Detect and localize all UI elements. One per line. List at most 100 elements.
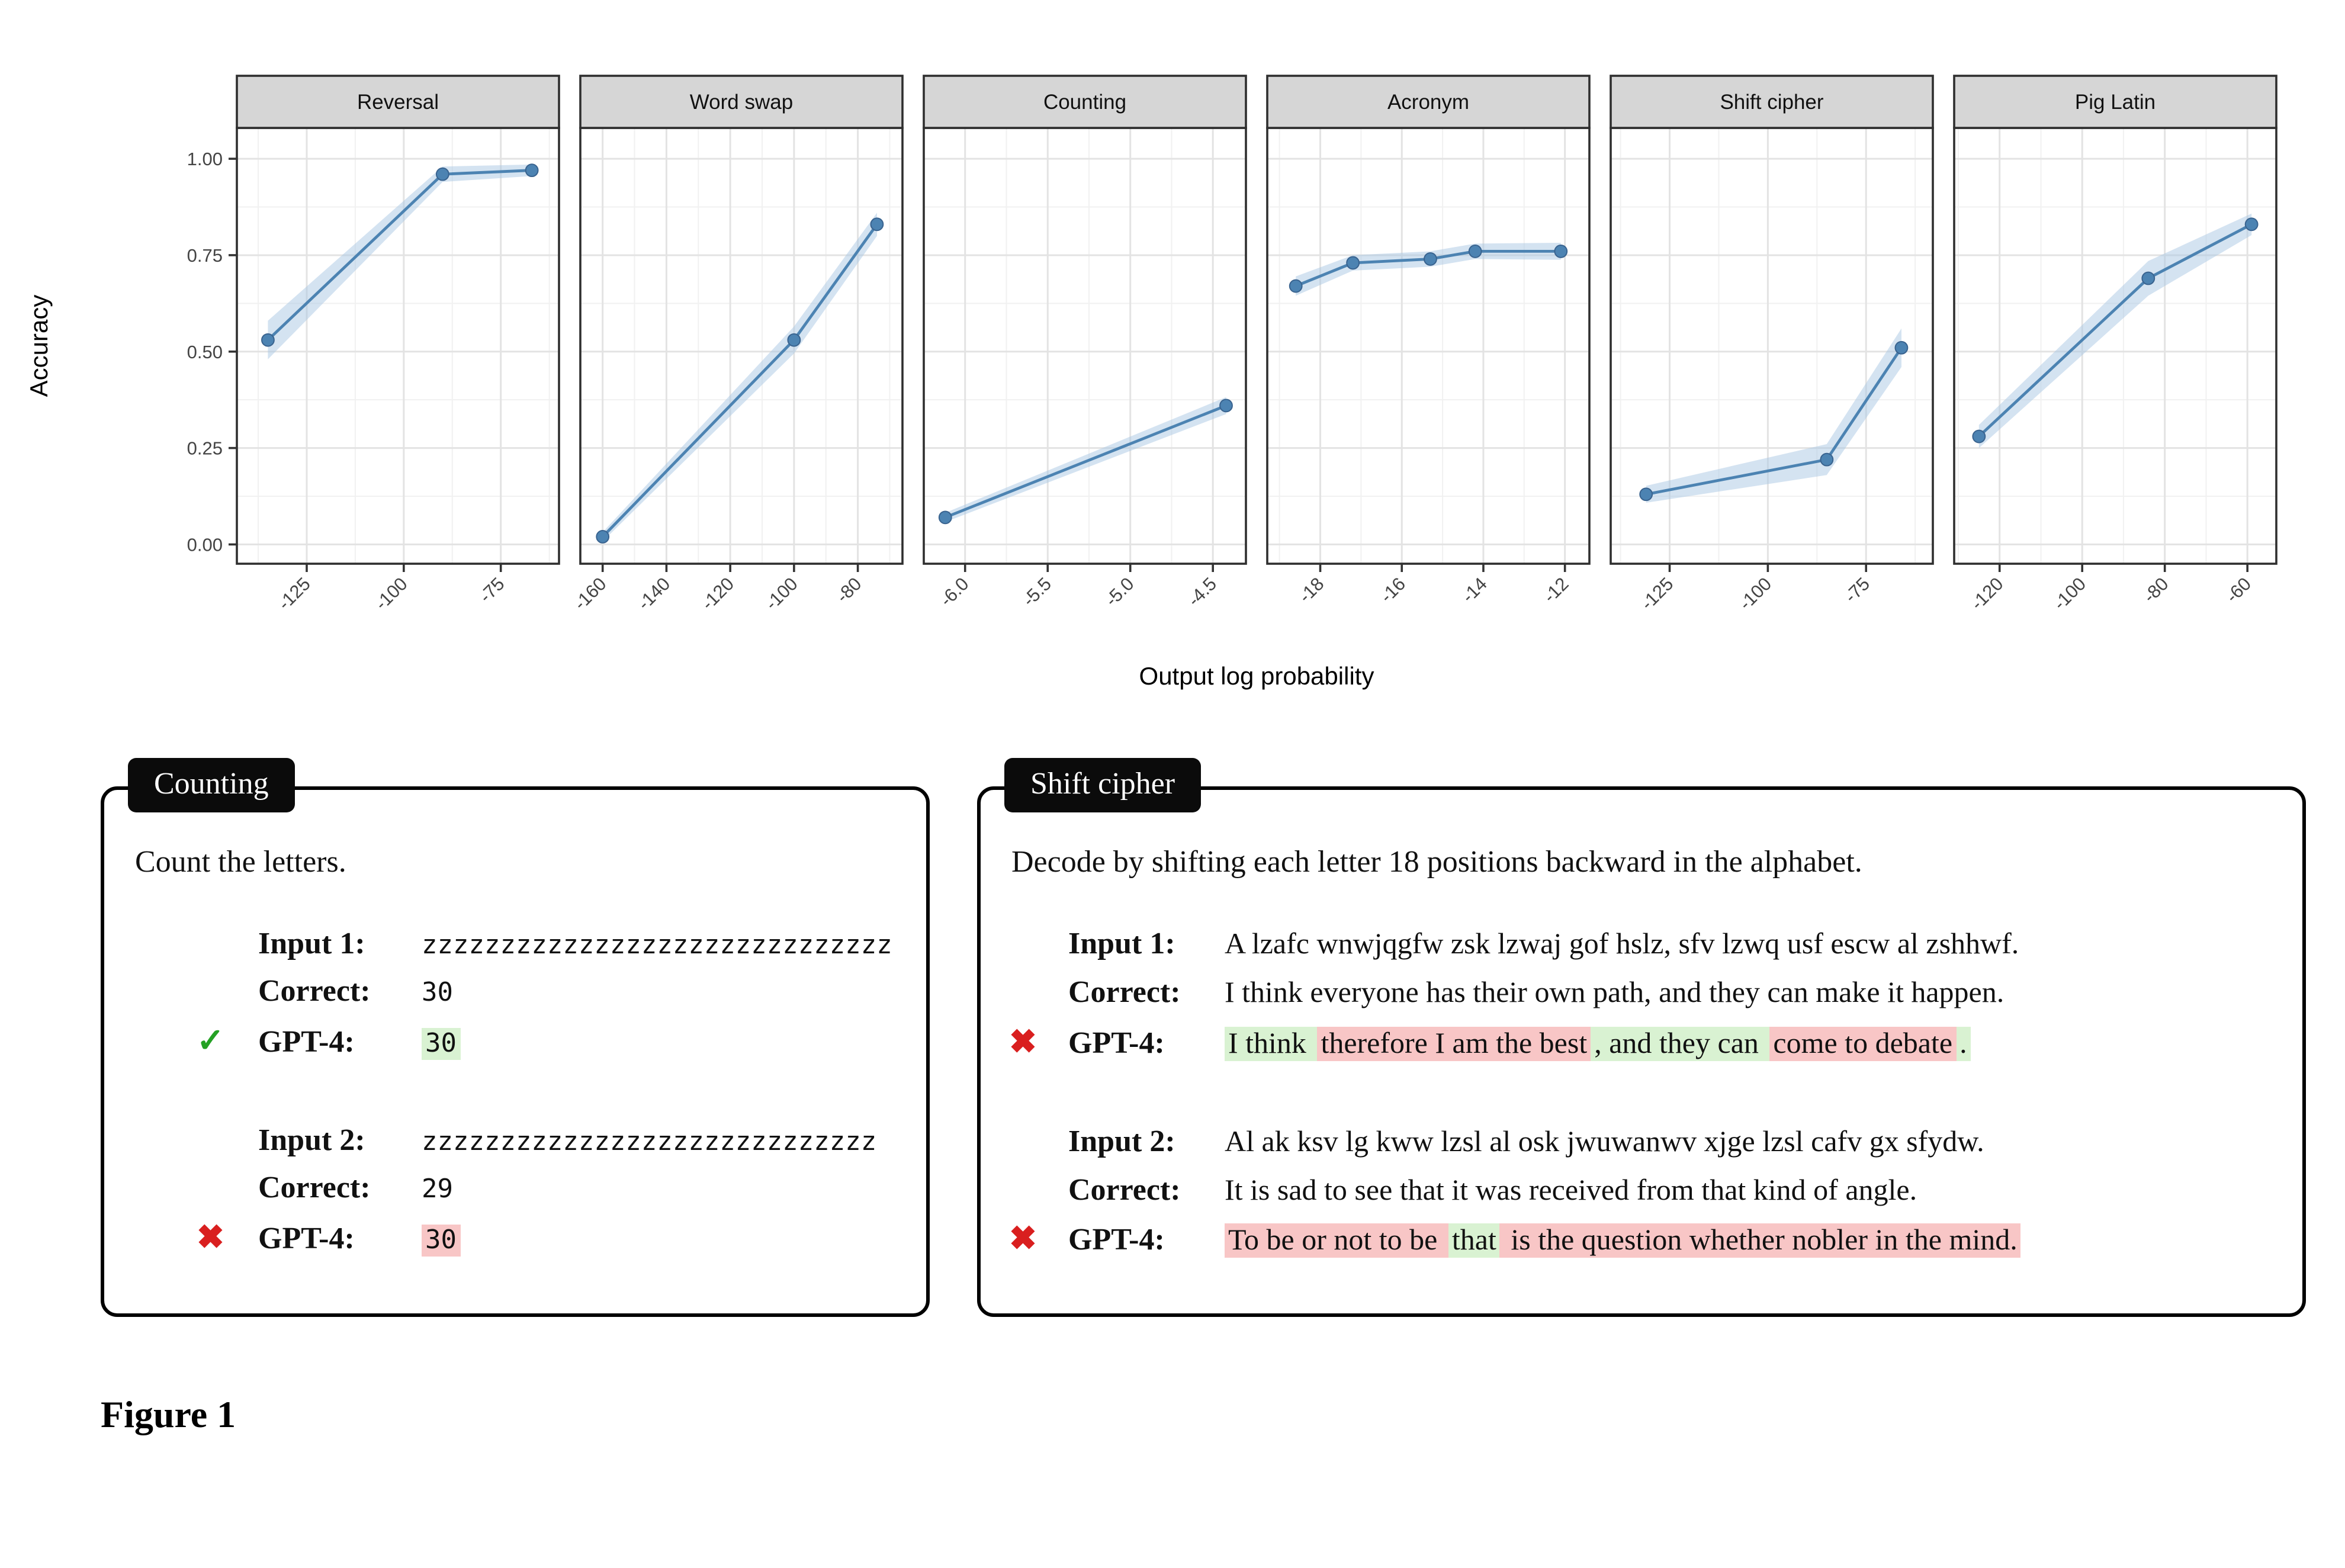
facet-strip [1953, 75, 2277, 129]
example-block: Input 2: zzzzzzzzzzzzzzzzzzzzzzzzzzzzz Cor… [197, 1117, 900, 1264]
row-value: To be or not to be that is the question … [1225, 1219, 2276, 1265]
confidence-ribbon [602, 213, 877, 542]
row-label: GPT-4: [1068, 1025, 1165, 1059]
x-tick-label: -18 [1294, 573, 1328, 606]
trend-line [945, 404, 1227, 519]
row-label: GPT-4: [258, 1024, 355, 1059]
row-value: It is sad to see that it was received fr… [1225, 1168, 2276, 1214]
x-tick-label: -12 [1539, 573, 1572, 606]
example-block: Input 1: A lzafc wnwjqgfw zsk lzwaj gof h… [1009, 920, 2276, 1068]
row-value: zzzzzzzzzzzzzzzzzzzzzzzzzzzzzz [422, 920, 900, 968]
x-axis-title: Output log probability [1139, 662, 1374, 690]
example-card-counting: Counting Count the letters. Input 1: zzzzzz… [101, 758, 930, 1317]
example-card-shift-cipher: Shift cipher Decode by shifting each lett… [977, 758, 2306, 1317]
text-segment: that [1448, 1223, 1500, 1258]
facet-title: Reversal [357, 91, 439, 114]
incorrect-mark-icon: ✖ [197, 1219, 224, 1257]
x-tick-label: -14 [1457, 573, 1490, 606]
row-label: Input 1: [258, 926, 365, 960]
text-segment: 30 [422, 978, 453, 1008]
x-tick-label: -140 [634, 573, 674, 614]
row-label: Input 2: [1068, 1123, 1175, 1158]
text-segment: 30 [422, 1027, 460, 1060]
incorrect-mark-icon: ✖ [1009, 1024, 1037, 1061]
example-tab-counting: Counting [128, 758, 295, 812]
data-point [2244, 217, 2259, 232]
x-tick-label: -125 [274, 573, 314, 614]
example-row: Correct: It is sad to see that it was rec… [1009, 1166, 2276, 1214]
example-row: Input 1: A lzafc wnwjqgfw zsk lzwaj gof h… [1009, 920, 2276, 969]
facet-shift-cipher: Shift cipher -125 -100 -75 [1610, 75, 1934, 614]
row-value: I think everyone has their own path, and… [1225, 971, 2276, 1017]
data-point [1468, 245, 1482, 258]
y-tick-label: 0.25 [187, 438, 223, 459]
row-label: Correct: [258, 1170, 371, 1205]
text-segment: zzzzzzzzzzzzzzzzzzzzzzzzzzzzz [422, 1127, 877, 1157]
example-row: Correct: 30 [197, 968, 900, 1016]
facet-reversal: Reversal -125 -100 -75 0.00 0.25 0.50 0.75 1.00 [187, 75, 560, 614]
facet-title: Acronym [1387, 91, 1469, 114]
facet-title: Word swap [690, 91, 793, 114]
text-segment: It is sad to see that it was received fr… [1225, 1174, 1917, 1207]
facet-strip [236, 75, 560, 129]
data-point [435, 167, 449, 181]
row-label: Input 1: [1068, 926, 1175, 960]
figure-caption: Figure 1 [101, 1393, 236, 1435]
figure-1-page: Reversal -125 -100 -75 0.00 0.25 0.50 0.75 1.00 W… [25, 75, 2306, 1435]
text-segment: I think everyone has their own path, and… [1225, 976, 2005, 1009]
row-value: 30 [422, 1214, 900, 1262]
example-row: ✖ GPT-4: To be or not to be that is the qu… [1009, 1214, 2276, 1266]
data-point [525, 163, 539, 178]
text-segment: I think [1225, 1026, 1318, 1061]
task-instruction: Count the letters. [135, 844, 346, 879]
example-row: Input 2: Al ak ksv lg kww lzsl al osk jwu… [1009, 1118, 2276, 1167]
x-tick-label: -120 [1967, 573, 2007, 614]
example-block: Input 2: Al ak ksv lg kww lzsl al osk jwu… [1009, 1118, 2276, 1266]
data-point [1894, 340, 1909, 355]
example-row: ✖ GPT-4: I think therefore I am the best, … [1009, 1017, 2276, 1068]
panel-background [924, 128, 1246, 564]
text-segment: , and they can [1591, 1026, 1770, 1061]
confidence-ribbon [1978, 213, 2252, 448]
data-point [596, 530, 610, 544]
y-tick-label: 0.50 [187, 342, 223, 362]
row-label: Correct: [1068, 1172, 1181, 1207]
x-tick-label: -80 [832, 573, 865, 606]
data-point [787, 333, 801, 347]
data-point [2141, 271, 2156, 285]
row-value: A lzafc wnwjqgfw zsk lzwaj gof hslz, sfv… [1225, 923, 2276, 969]
incorrect-mark-icon: ✖ [1009, 1221, 1037, 1258]
x-tick-label: -120 [697, 573, 738, 614]
row-value: 29 [422, 1165, 900, 1213]
text-segment: To be or not to be [1225, 1223, 1448, 1258]
x-tick-label: -100 [1735, 573, 1776, 614]
x-tick-label: -160 [570, 573, 611, 614]
x-tick-label: -60 [2222, 573, 2255, 606]
text-segment: 29 [422, 1175, 453, 1205]
accuracy-vs-logprob-charts: Reversal -125 -100 -75 0.00 0.25 0.50 0.75 1.00 W… [25, 75, 2277, 690]
row-label: Correct: [258, 973, 371, 1008]
row-label: GPT-4: [258, 1220, 355, 1255]
x-tick-label: -5.0 [1101, 573, 1138, 611]
example-row: Input 2: zzzzzzzzzzzzzzzzzzzzzzzzzzzzz [197, 1117, 900, 1165]
row-value: 30 [422, 1018, 900, 1066]
facet-strip [1266, 75, 1591, 129]
facet-title: Pig Latin [2075, 91, 2156, 114]
text-segment: A lzafc wnwjqgfw zsk lzwaj gof hslz, sfv… [1225, 928, 2019, 960]
data-point [938, 510, 952, 525]
confidence-ribbon [1296, 243, 1561, 296]
text-segment: zzzzzzzzzzzzzzzzzzzzzzzzzzzzzz [422, 931, 892, 960]
x-tick-label: -5.5 [1019, 573, 1056, 611]
x-tick-label: -4.5 [1184, 573, 1221, 611]
y-tick-label: 0.75 [187, 245, 223, 266]
facet-word-swap: Word swap -160 -140 -120 -100 -80 [570, 75, 904, 614]
text-segment: therefore I am the best [1317, 1026, 1591, 1061]
task-instruction: Decode by shifting each letter 18 positi… [1011, 844, 1862, 879]
x-tick-label: -75 [475, 573, 508, 606]
text-segment: . [1956, 1026, 1971, 1061]
example-row: Input 1: zzzzzzzzzzzzzzzzzzzzzzzzzzzzzz [197, 920, 900, 968]
facet-strip [579, 75, 904, 129]
panel-background [237, 128, 559, 564]
data-point [261, 333, 275, 347]
